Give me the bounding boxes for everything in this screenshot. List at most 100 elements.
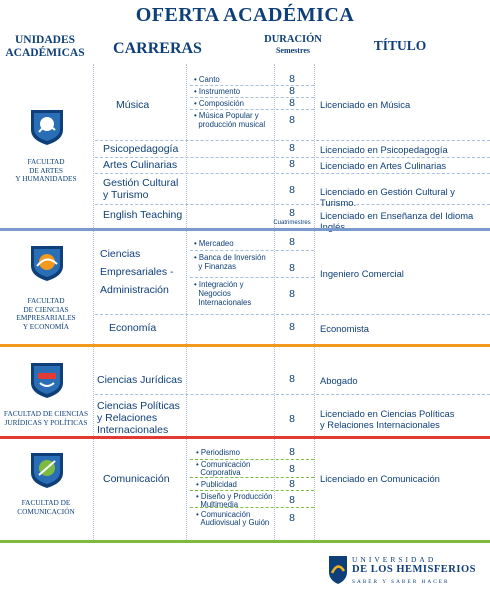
duration-banca: 8	[289, 262, 295, 274]
career-politicas-l3: Internacionales	[97, 424, 169, 436]
sub-mercadeo: • Mercadeo	[194, 239, 234, 248]
header-units-line2: ACADÉMICAS	[5, 47, 85, 59]
sub-banca: • Banca de Inversión y Finanzas	[194, 253, 266, 272]
row-divider	[190, 109, 314, 110]
degree-juridicas: Abogado	[320, 375, 358, 386]
career-psicopedagogia: Psicopedagogía	[103, 143, 179, 155]
header-degree: TÍTULO	[373, 38, 427, 53]
sub-musica-popular-l1: Música Popular y	[198, 111, 259, 120]
career-gestion-l1: Gestión Cultural	[103, 177, 179, 189]
duration-juridicas: 8	[289, 373, 295, 385]
row-divider	[190, 97, 314, 98]
career-ciencias-l1: Ciencias	[100, 248, 141, 260]
column-divider	[93, 64, 94, 542]
degree-artes-culinarias: Licenciado en Artes Culinarias	[320, 160, 447, 171]
sub-instrumento: • Instrumento	[194, 87, 241, 96]
career-musica: Música	[116, 99, 150, 111]
faculty-law-line2: JURÍDICAS Y POLÍTICAS	[4, 417, 88, 427]
duration-instrumento: 8	[289, 85, 295, 97]
degree-economia: Economista	[320, 323, 369, 334]
sub-canto: • Canto	[194, 75, 220, 84]
degree-gestion: Licenciado en Gestión Cultural y Turismo…	[320, 186, 455, 208]
header-careers: CARRERAS	[113, 40, 202, 57]
row-divider	[95, 204, 490, 205]
duration-publicidad: 8	[289, 478, 295, 490]
duration-artes-culinarias: 8	[289, 158, 295, 170]
sub-integracion: • Integración y Negocios Internacionales	[194, 280, 252, 308]
sub-audiovisual-l2: Audiovisual y Guión	[200, 517, 270, 527]
shield-comm-icon	[31, 453, 63, 488]
duration-canto: 8	[289, 73, 295, 85]
faculty-business-line1: FACULTAD	[27, 296, 65, 305]
faculty-comm-line1: FACULTAD DE	[21, 498, 71, 507]
header-units-line1: UNIDADES	[14, 34, 76, 46]
column-divider	[274, 64, 275, 542]
sub-musica-popular: • Música Popular y producción musical	[194, 111, 266, 130]
career-politicas: Ciencias Políticas y Relaciones Internac…	[97, 400, 180, 436]
sub-audiovisual: • Comunicación Audiovisual y Guión	[196, 510, 270, 527]
logo-hemisferios: DE LOS HEMISFERIOS	[352, 564, 476, 575]
sub-banca-l1: Banca de Inversión	[198, 253, 266, 262]
row-divider	[190, 477, 314, 478]
sub-periodismo-label: Periodismo	[200, 448, 240, 457]
row-divider	[95, 394, 490, 395]
sub-com-corporativa: • Comunicación Corporativa	[196, 460, 251, 477]
faculty-law-label: FACULTAD DE CIENCIAS JURÍDICAS Y POLÍTIC…	[0, 409, 92, 427]
sub-integracion-l2: Negocios	[198, 289, 231, 299]
faculty-arts-line1: FACULTAD	[27, 157, 65, 166]
career-juridicas: Ciencias Jurídicas	[97, 374, 183, 386]
row-divider	[95, 173, 490, 174]
degree-psicopedagogia: Licenciado en Psicopedagogía	[320, 144, 448, 155]
row-divider	[190, 459, 314, 460]
header-duration: DURACIÓN	[264, 34, 322, 45]
duration-musica-popular: 8	[289, 114, 295, 126]
duration-economia: 8	[289, 321, 295, 333]
career-artes-culinarias: Artes Culinarias	[103, 159, 178, 171]
sub-diseno-l2: Multimedia	[200, 499, 239, 509]
header-semesters: Semestres	[275, 46, 311, 55]
sub-composicion-label: Composición	[198, 99, 244, 108]
shield-arts-icon	[31, 110, 63, 145]
career-gestion: Gestión Cultural y Turismo	[103, 177, 178, 201]
duration-composicion: 8	[289, 97, 295, 109]
faculty-arts-line3: Y HUMANIDADES	[15, 174, 77, 183]
duration-english-note: Cuatrimestres	[273, 220, 311, 226]
section-divider-business	[0, 344, 490, 347]
row-divider	[190, 85, 314, 86]
career-politicas-l1: Ciencias Políticas	[97, 400, 180, 412]
section-divider-law	[0, 436, 490, 439]
degree-politicas-l2: y Relaciones Internacionales	[320, 419, 440, 430]
section-divider-comm	[0, 540, 490, 543]
career-politicas-l2: y Relaciones	[97, 412, 158, 424]
row-divider	[190, 490, 314, 491]
faculty-arts-line2: DE ARTES	[29, 165, 63, 175]
sub-banca-l2: y Finanzas	[198, 262, 237, 272]
duration-diseno: 8	[289, 494, 295, 506]
sub-publicidad-label: Publicidad	[200, 480, 237, 489]
degree-ciencias-empresariales: Ingeniero Comercial	[320, 268, 404, 279]
sub-composicion: • Composición	[194, 99, 244, 108]
career-gestion-l2: y Turismo	[103, 189, 149, 201]
sub-publicidad: • Publicidad	[196, 480, 237, 489]
sub-integracion-l3: Internacionales	[198, 298, 252, 308]
duration-mercadeo: 8	[289, 236, 295, 248]
career-ciencias-l2: Empresariales -	[100, 266, 174, 278]
row-divider	[95, 157, 490, 158]
duration-english: 8	[289, 207, 295, 219]
sub-mercadeo-label: Mercadeo	[198, 239, 234, 248]
sub-com-corporativa-l2: Corporativa	[200, 467, 241, 477]
sub-diseno: • Diseño y Producción Multimedia	[196, 492, 273, 509]
degree-musica: Licenciado en Música	[320, 99, 411, 110]
faculty-comm-line2: COMUNICACIÓN	[17, 506, 75, 516]
column-divider	[314, 64, 315, 542]
faculty-business-line4: Y ECONOMÍA	[22, 321, 70, 331]
faculty-business-label: FACULTAD DE CIENCIAS EMPRESARIALES Y ECO…	[0, 296, 92, 331]
shield-law-icon	[31, 363, 63, 398]
duration-politicas: 8	[289, 413, 295, 425]
sub-periodismo: • Periodismo	[196, 448, 240, 457]
logo-tagline: SABER Y SABER HACER	[352, 579, 450, 585]
duration-integracion: 8	[289, 288, 295, 300]
faculty-arts-label: FACULTAD DE ARTES Y HUMANIDADES	[0, 157, 92, 184]
sub-audiovisual-l1: Comunicación	[200, 510, 251, 519]
degree-politicas: Licenciado en Ciencias Políticas y Relac…	[320, 408, 454, 430]
